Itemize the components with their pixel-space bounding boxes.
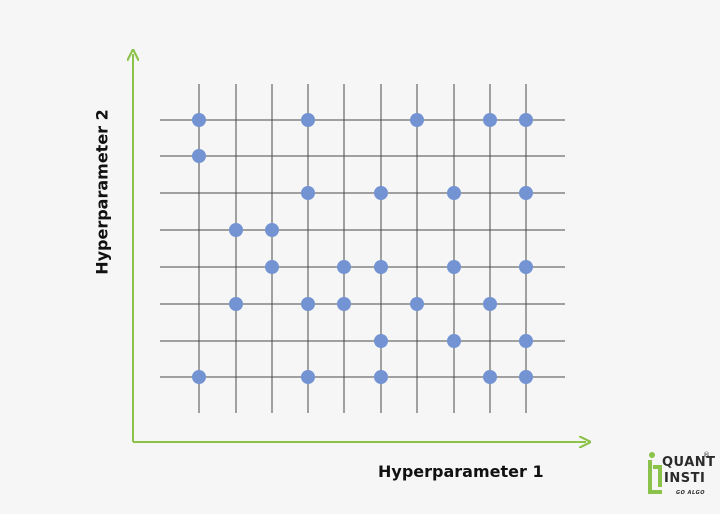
sample-point xyxy=(447,334,461,348)
x-axis-label: Hyperparameter 1 xyxy=(378,462,544,481)
y-axis-label: Hyperparameter 2 xyxy=(92,109,112,275)
sample-point xyxy=(410,113,424,127)
axes xyxy=(133,54,586,442)
logo-tagline: GO ALGO xyxy=(676,490,706,496)
sample-point xyxy=(192,370,206,384)
sample-point xyxy=(192,149,206,163)
sample-point xyxy=(265,223,279,237)
sample-point xyxy=(483,113,497,127)
sample-point xyxy=(301,186,315,200)
sample-point xyxy=(410,297,424,311)
sample-point xyxy=(374,186,388,200)
sample-point xyxy=(301,297,315,311)
logo-bracket-icon xyxy=(648,452,662,494)
sample-point xyxy=(483,370,497,384)
sample-point xyxy=(447,186,461,200)
logo-word-quant: QUANT xyxy=(662,455,716,470)
sample-point xyxy=(192,113,206,127)
logo-word-insti: INSTI xyxy=(664,471,706,486)
sample-point xyxy=(374,260,388,274)
grid-lines xyxy=(160,84,565,413)
sample-point xyxy=(374,370,388,384)
sample-point xyxy=(519,370,533,384)
sample-point xyxy=(483,297,497,311)
quantinsti-logo: QUANT INSTI GO ALGO ® xyxy=(646,451,715,501)
sample-point xyxy=(229,223,243,237)
sample-point xyxy=(519,260,533,274)
sample-point xyxy=(301,113,315,127)
sample-point xyxy=(519,113,533,127)
sample-point xyxy=(337,260,351,274)
sample-point xyxy=(447,260,461,274)
sample-point xyxy=(229,297,243,311)
registered-mark: ® xyxy=(703,451,710,459)
sample-point xyxy=(519,186,533,200)
sample-point xyxy=(301,370,315,384)
sample-point xyxy=(265,260,279,274)
sample-point xyxy=(374,334,388,348)
sample-point xyxy=(337,297,351,311)
sample-point xyxy=(519,334,533,348)
sampled-points xyxy=(192,113,533,384)
